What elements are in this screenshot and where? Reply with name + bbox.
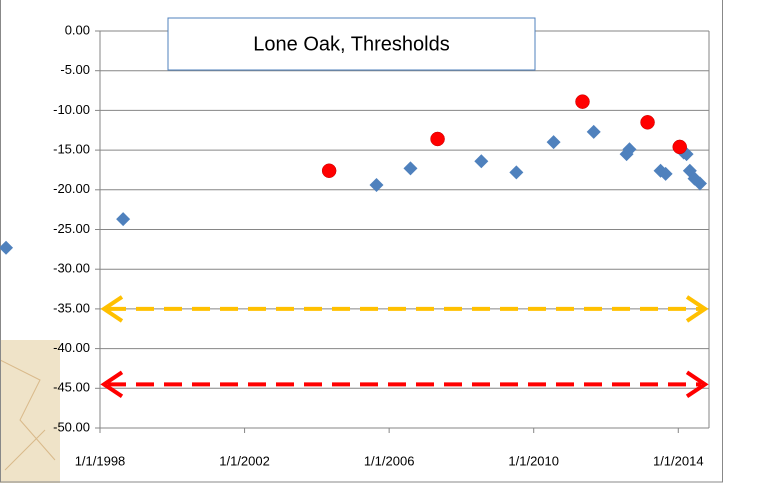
x-tick-label: 1/1/1998	[75, 453, 126, 468]
page: {"chart_data": {"type": "scatter", "titl…	[0, 0, 779, 483]
point	[587, 125, 601, 139]
point	[403, 161, 417, 175]
y-tick-label: -35.00	[53, 300, 90, 315]
point	[576, 95, 590, 109]
point	[116, 212, 130, 226]
background-map	[0, 340, 60, 483]
x-tick-label: 1/1/2010	[508, 453, 559, 468]
y-tick-label: -10.00	[53, 102, 90, 117]
point	[509, 165, 523, 179]
x-tick-label: 1/1/2002	[219, 453, 270, 468]
chart: 0.00 -5.00 -10.00 -15.00 -20.00 -25.00 -30.00 -…	[0, 0, 779, 483]
y-tick-label: -50.00	[53, 419, 90, 434]
point	[641, 115, 655, 129]
y-tick-label: -25.00	[53, 221, 90, 236]
y-tick-label: -20.00	[53, 181, 90, 196]
point	[673, 140, 687, 154]
point	[474, 154, 488, 168]
y-tick-label: -40.00	[53, 340, 90, 355]
y-tick-label: 0.00	[65, 22, 90, 37]
chart-frame	[1, 0, 723, 482]
x-tick-label: 1/1/2014	[653, 453, 704, 468]
y-tick-label: -45.00	[53, 380, 90, 395]
y-tick-label: -5.00	[60, 62, 90, 77]
chart-title: Lone Oak, Thresholds	[253, 33, 449, 55]
plot-area: 0.00 -5.00 -10.00 -15.00 -20.00 -25.00 -30.00 -…	[0, 22, 709, 468]
point	[0, 241, 13, 255]
y-tick-label: -30.00	[53, 261, 90, 276]
point	[547, 135, 561, 149]
x-tick-label: 1/1/2006	[364, 453, 415, 468]
y-tick-label: -15.00	[53, 142, 90, 157]
point	[322, 164, 336, 178]
point	[431, 132, 445, 146]
